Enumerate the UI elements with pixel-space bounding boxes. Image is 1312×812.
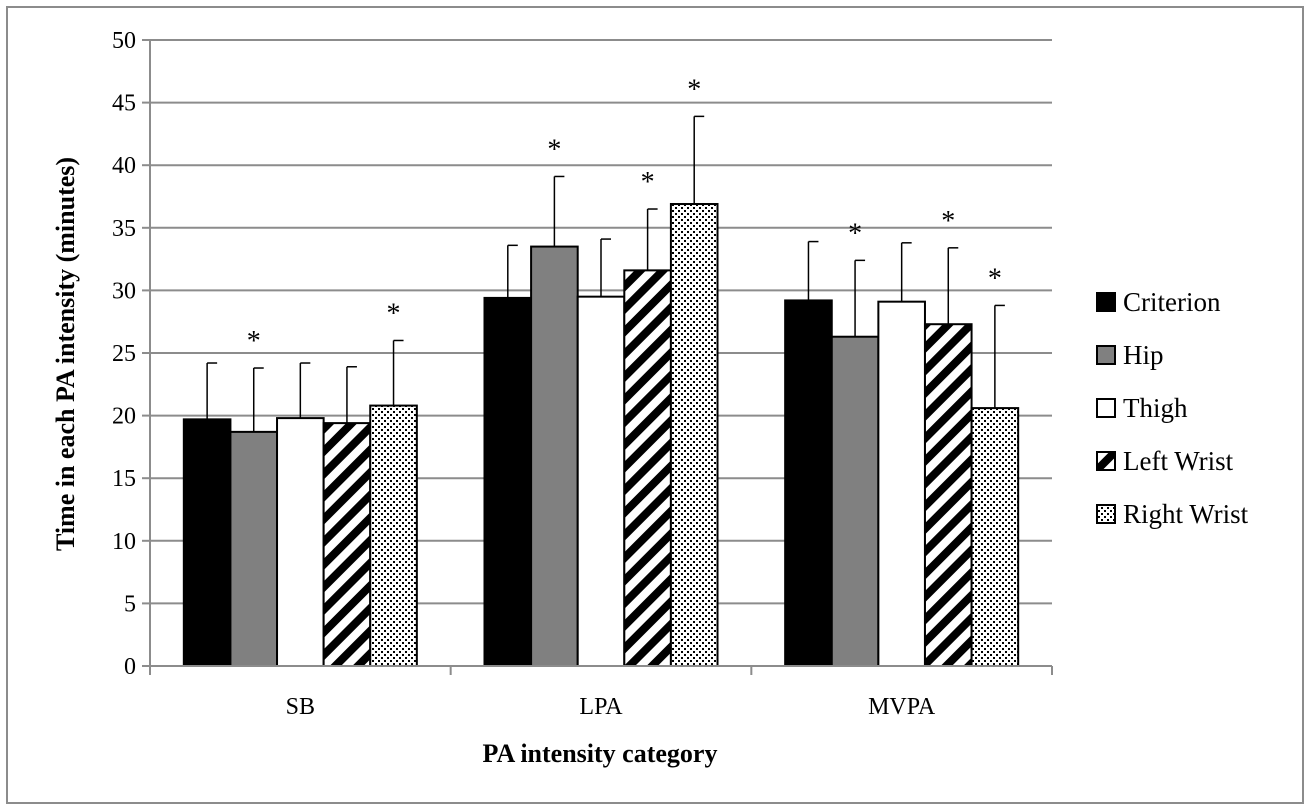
significance-star: * xyxy=(687,74,701,105)
y-tick-label: 30 xyxy=(112,278,136,304)
significance-star: * xyxy=(247,326,261,357)
y-tick-label: 5 xyxy=(124,591,136,617)
significance-star: * xyxy=(387,298,401,329)
bar xyxy=(229,430,279,667)
significance-star: * xyxy=(988,263,1002,294)
y-tick-label: 45 xyxy=(112,91,136,117)
bars xyxy=(182,203,1020,668)
axes xyxy=(149,40,1053,675)
significance-star: * xyxy=(641,167,655,198)
bar xyxy=(877,300,926,667)
bar xyxy=(669,203,719,667)
legend-swatch xyxy=(1096,504,1116,524)
bar xyxy=(784,299,833,667)
significance-star: * xyxy=(547,134,561,165)
bar xyxy=(830,335,880,667)
significance-markers: * * * * * * * * xyxy=(247,74,1002,357)
y-tick-label: 15 xyxy=(112,466,136,492)
bar xyxy=(322,422,372,667)
bar xyxy=(530,245,579,668)
legend-swatch xyxy=(1096,398,1116,418)
bar xyxy=(576,295,626,667)
legend: Criterion Hip Thigh Left Wrist Right Wrist xyxy=(1096,287,1249,529)
y-tick-label: 40 xyxy=(112,153,136,179)
bar xyxy=(276,417,325,667)
x-axis-ticks: SB LPA MVPA xyxy=(286,694,936,720)
x-axis-title: PA intensity category xyxy=(483,739,718,768)
y-tick-label: 10 xyxy=(112,529,136,555)
significance-star: * xyxy=(848,218,862,249)
x-tick-label: SB xyxy=(286,694,315,720)
significance-star: * xyxy=(941,206,955,237)
legend-swatch xyxy=(1096,451,1116,471)
error-bars xyxy=(206,115,1005,432)
legend-label: Left Wrist xyxy=(1123,446,1234,476)
legend-label: Thigh xyxy=(1123,393,1188,423)
bar xyxy=(970,407,1020,667)
legend-label: Criterion xyxy=(1123,287,1221,317)
legend-swatch xyxy=(1096,345,1116,365)
bar xyxy=(182,418,232,667)
x-tick-label: LPA xyxy=(579,694,623,720)
bar xyxy=(483,296,533,667)
y-axis-title: Time in each PA intensity (minutes) xyxy=(51,157,80,551)
bar xyxy=(923,323,973,667)
legend-label: Right Wrist xyxy=(1123,499,1249,529)
legend-swatch xyxy=(1096,292,1116,312)
x-tick-label: MVPA xyxy=(868,694,936,720)
legend-label: Hip xyxy=(1123,340,1164,370)
y-tick-label: 20 xyxy=(112,404,136,430)
bar xyxy=(369,404,418,667)
y-tick-label: 0 xyxy=(124,654,136,680)
bar xyxy=(623,269,672,667)
y-tick-label: 35 xyxy=(112,216,136,242)
y-axis-ticks: 0 5 10 15 20 25 30 35 40 45 50 xyxy=(112,28,136,680)
y-tick-label: 50 xyxy=(112,28,136,54)
y-tick-label: 25 xyxy=(112,341,136,367)
